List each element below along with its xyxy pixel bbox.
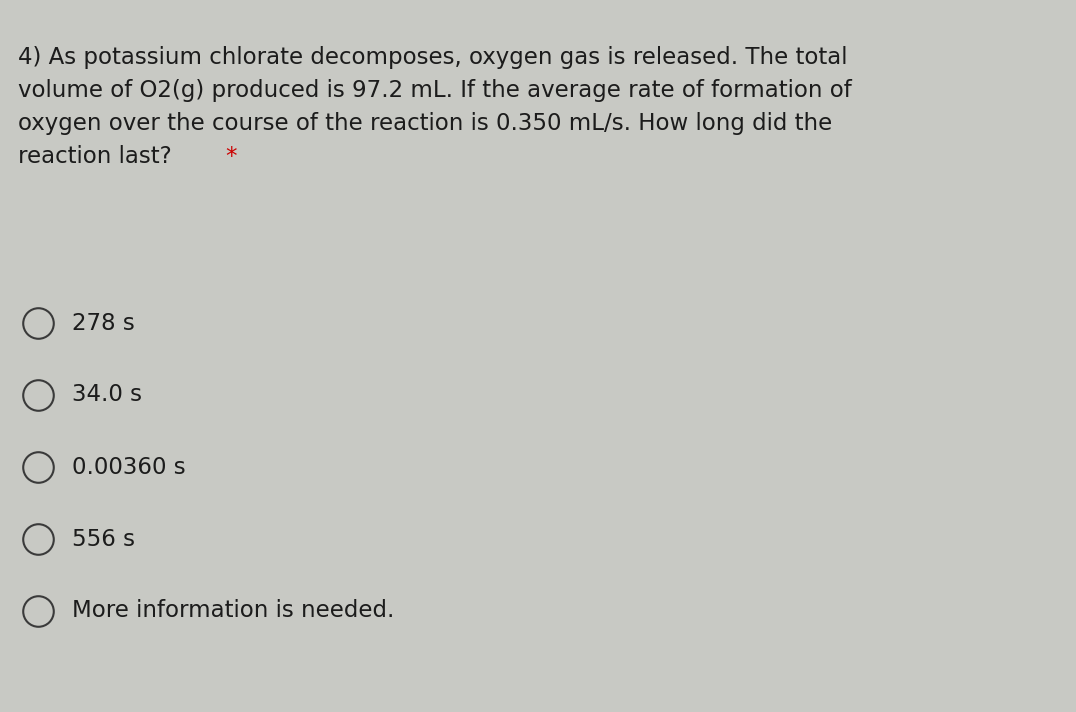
Text: reaction last?: reaction last? — [18, 145, 179, 168]
Text: More information is needed.: More information is needed. — [72, 600, 395, 622]
Text: 556 s: 556 s — [72, 528, 134, 550]
Text: oxygen over the course of the reaction is 0.350 mL/s. How long did the: oxygen over the course of the reaction i… — [18, 112, 832, 135]
Text: 4) As potassium chlorate decomposes, oxygen gas is released. The total: 4) As potassium chlorate decomposes, oxy… — [18, 46, 848, 69]
Text: 278 s: 278 s — [72, 312, 134, 335]
Text: *: * — [226, 145, 237, 168]
Text: 0.00360 s: 0.00360 s — [72, 456, 186, 478]
Text: volume of O2(g) produced is 97.2 mL. If the average rate of formation of: volume of O2(g) produced is 97.2 mL. If … — [18, 79, 852, 102]
Text: 34.0 s: 34.0 s — [72, 384, 142, 407]
